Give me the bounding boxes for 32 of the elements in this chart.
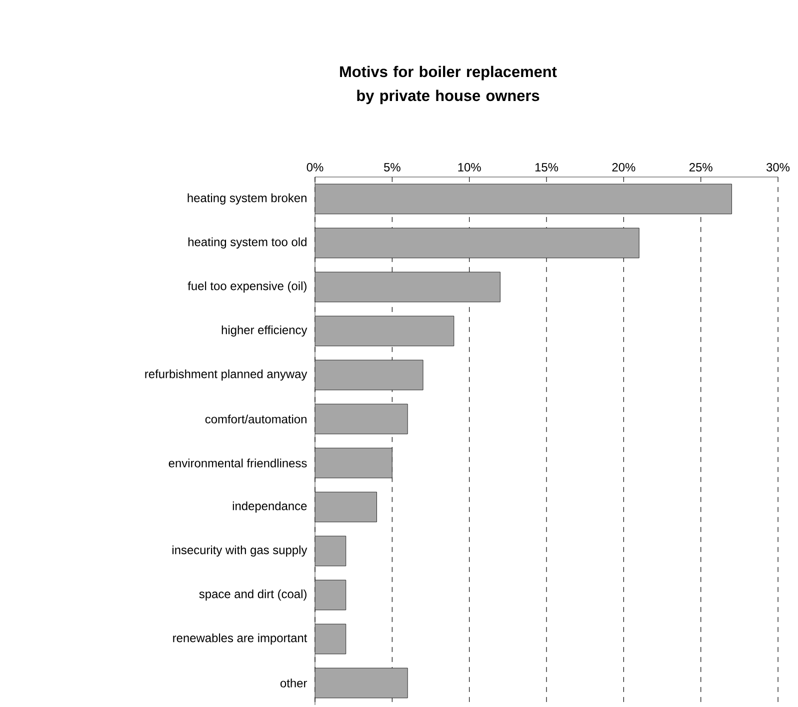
x-tick-label: 5% [384, 163, 400, 172]
bar [315, 624, 346, 654]
y-tick-label: heating system broken [188, 193, 306, 205]
x-tick-label: 15% [535, 163, 558, 172]
bar [315, 272, 500, 302]
x-tick-label: 0% [306, 163, 324, 172]
bar [315, 668, 408, 698]
y-tick-label: independance [232, 501, 307, 513]
bar [315, 360, 424, 390]
bar [315, 536, 346, 566]
bar [315, 316, 454, 346]
y-tick-label: comfort/automation [205, 414, 306, 424]
bar [315, 492, 377, 522]
bar [315, 184, 732, 214]
y-tick-label: insecurity with gas supply [172, 545, 308, 557]
x-tick-label: 10% [458, 163, 481, 172]
bar [315, 448, 392, 478]
x-tick-label: 25% [689, 163, 712, 172]
y-tick-label: heating system too old [188, 237, 306, 249]
y-tick-label: fuel too expensive (oil) [188, 281, 306, 293]
y-tick-label: refurbishment planned anyway [145, 369, 308, 381]
y-tick-label: other [280, 678, 308, 688]
bar [315, 228, 640, 258]
bar [315, 404, 408, 434]
y-tick-label: space and dirt (coal) [199, 589, 306, 601]
bar [315, 580, 346, 610]
y-tick-label: higher efficiency [222, 325, 308, 337]
chart-title: Motivs for boiler replacement by private house owners [340, 66, 557, 104]
y-tick-label: renewables are important [173, 633, 308, 645]
x-tick-label: 20% [612, 163, 636, 172]
y-tick-label: environmental friendliness [168, 458, 307, 468]
x-tick-label: 30% [766, 163, 790, 172]
